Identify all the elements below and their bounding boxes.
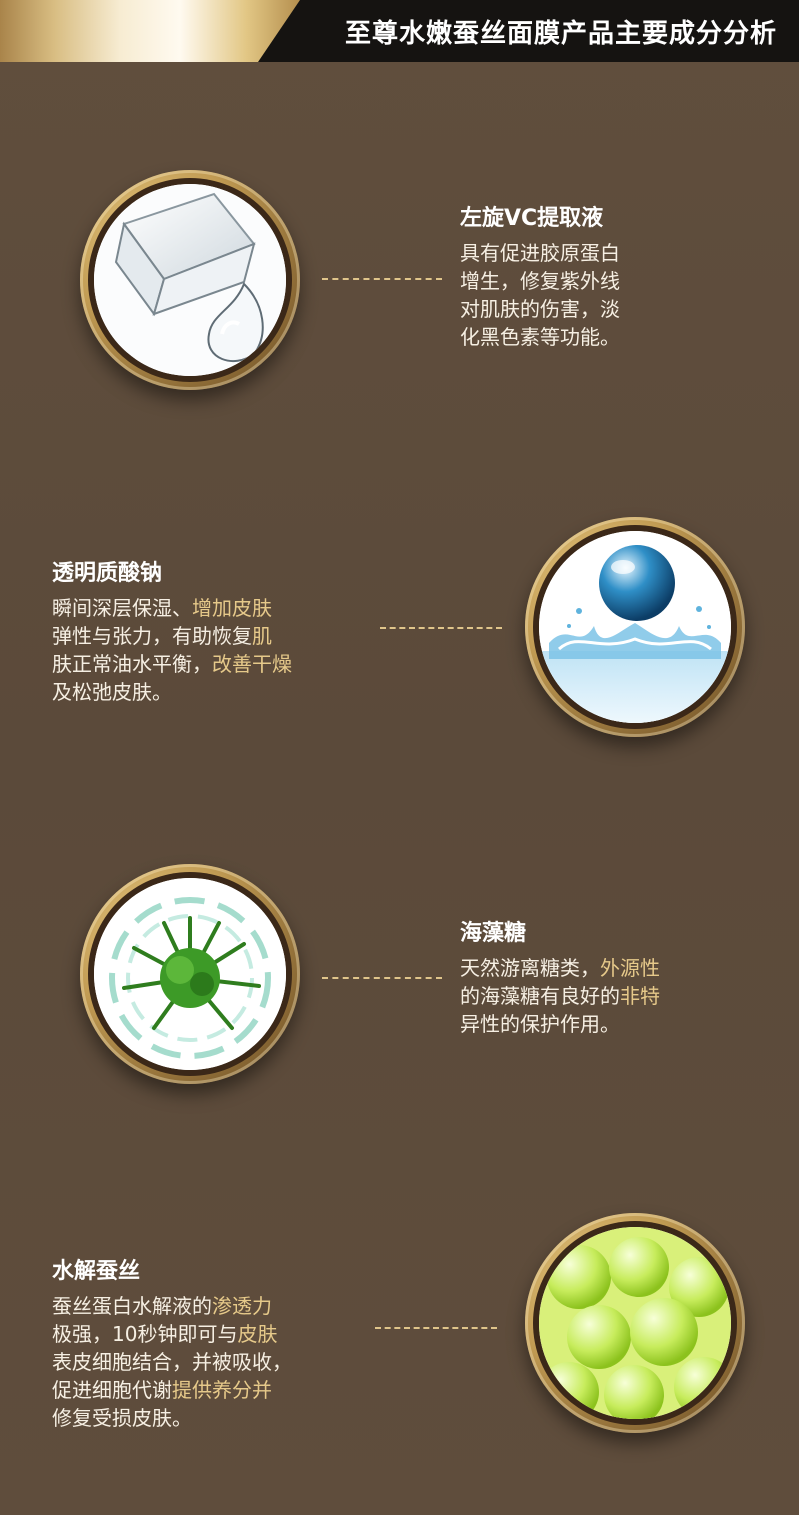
ingredient-image-hyaluronate — [525, 517, 745, 737]
desc-text: 增生，修复紫外线 — [460, 269, 620, 293]
desc-text: 及松弛皮肤。 — [52, 680, 172, 704]
desc-text: 具有促进胶原蛋白 — [460, 241, 620, 265]
ingredient-desc-line: 修复受损皮肤。 — [52, 1404, 292, 1432]
connector-line — [380, 627, 502, 629]
ingredient-desc-line: 瞬间深层保湿、增加皮肤 — [52, 594, 292, 622]
header-bar: 至尊水嫩蚕丝面膜产品主要成分分析 — [0, 0, 799, 62]
ingredient-title: 水解蚕丝 — [52, 1259, 141, 1284]
connector-line — [375, 1327, 497, 1329]
water-splash-sphere-icon — [539, 531, 731, 723]
desc-text: 天然游离糖类， — [460, 956, 600, 980]
ingredient-desc-line: 异性的保护作用。 — [460, 1010, 660, 1038]
desc-text: 异性的保护作用。 — [460, 1012, 620, 1036]
ingredient-desc-line: 具有促进胶原蛋白 — [460, 239, 620, 267]
desc-text: 弹性与张力，有助恢复 — [52, 624, 252, 648]
ingredient-title: 左旋VC提取液 — [460, 206, 604, 231]
desc-highlight: 外源性 — [600, 956, 660, 980]
desc-text: 肤正常油水平衡， — [52, 652, 212, 676]
desc-text: 蚕丝蛋白水解液的 — [52, 1294, 212, 1318]
desc-highlight: 提供养分并 — [172, 1378, 272, 1402]
connector-line — [322, 977, 442, 979]
ingredient-desc-line: 表皮细胞结合，并被吸收， — [52, 1348, 292, 1376]
desc-text: 瞬间深层保湿、 — [52, 596, 192, 620]
ingredient-vc: 左旋VC提取液 具有促进胶原蛋白 增生，修复紫外线 对肌肤的伤害，淡 化黑色素等… — [460, 205, 620, 351]
ingredient-desc-line: 增生，修复紫外线 — [460, 267, 620, 295]
ingredient-desc-line: 弹性与张力，有助恢复肌 — [52, 622, 292, 650]
desc-highlight: 增加皮肤 — [192, 596, 272, 620]
water-drop-cube-icon — [94, 184, 286, 376]
ingredient-desc-line: 天然游离糖类，外源性 — [460, 954, 660, 982]
ingredient-silk: 水解蚕丝 蚕丝蛋白水解液的渗透力 极强，10秒钟即可与皮肤 表皮细胞结合，并被吸… — [52, 1258, 292, 1432]
silk-cocoon-icon — [539, 1227, 731, 1419]
desc-highlight: 非特 — [620, 984, 660, 1008]
ingredient-desc-line: 促进细胞代谢提供养分并 — [52, 1376, 292, 1404]
ingredient-title: 透明质酸钠 — [52, 561, 163, 586]
ingredient-desc-line: 及松弛皮肤。 — [52, 678, 292, 706]
ingredient-desc-line: 化黑色素等功能。 — [460, 323, 620, 351]
connector-line — [322, 278, 442, 280]
ingredient-trehalose: 海藻糖 天然游离糖类，外源性 的海藻糖有良好的非特 异性的保护作用。 — [460, 920, 660, 1038]
ingredient-desc-line: 的海藻糖有良好的非特 — [460, 982, 660, 1010]
desc-highlight: 肌 — [252, 624, 272, 648]
ingredient-desc-line: 蚕丝蛋白水解液的渗透力 — [52, 1292, 292, 1320]
seaweed-splash-icon — [94, 878, 286, 1070]
desc-highlight: 渗透力 — [212, 1294, 272, 1318]
ingredient-hyaluronate: 透明质酸钠 瞬间深层保湿、增加皮肤 弹性与张力，有助恢复肌 肤正常油水平衡，改善… — [52, 560, 292, 706]
ingredient-desc-line: 对肌肤的伤害，淡 — [460, 295, 620, 323]
ingredient-image-vc — [80, 170, 300, 390]
desc-text: 促进细胞代谢 — [52, 1378, 172, 1402]
desc-highlight: 改善干燥 — [212, 652, 292, 676]
desc-text: 表皮细胞结合，并被吸收， — [52, 1350, 292, 1374]
ingredient-image-trehalose — [80, 864, 300, 1084]
desc-text: 修复受损皮肤。 — [52, 1406, 192, 1430]
ingredient-desc-line: 极强，10秒钟即可与皮肤 — [52, 1320, 292, 1348]
desc-highlight: 皮肤 — [237, 1322, 278, 1346]
ingredient-desc-line: 肤正常油水平衡，改善干燥 — [52, 650, 292, 678]
header-gold-accent — [0, 0, 300, 62]
page-title: 至尊水嫩蚕丝面膜产品主要成分分析 — [344, 19, 777, 49]
desc-text: 的海藻糖有良好的 — [460, 984, 620, 1008]
desc-text: 极强，10秒钟即可与 — [52, 1322, 238, 1346]
desc-text: 化黑色素等功能。 — [460, 325, 620, 349]
ingredient-image-silk — [525, 1213, 745, 1433]
desc-text: 对肌肤的伤害，淡 — [460, 297, 620, 321]
ingredient-title: 海藻糖 — [460, 921, 527, 946]
